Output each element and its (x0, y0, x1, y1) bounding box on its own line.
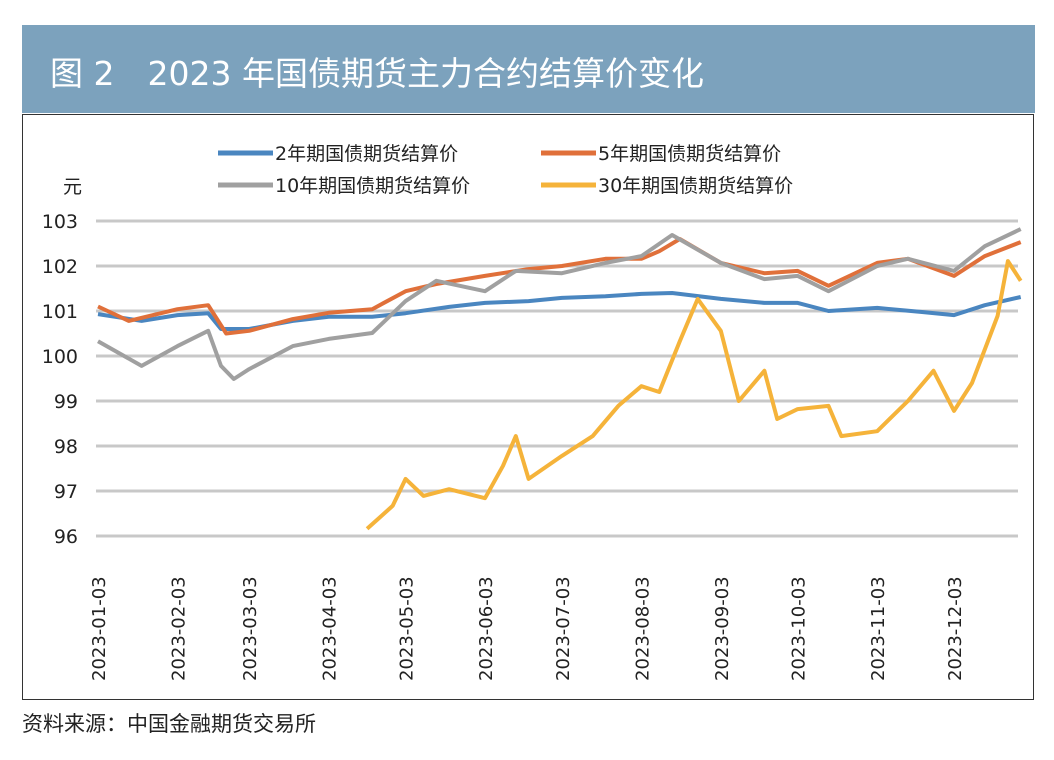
legend-label: 10年期国债期货结算价 (275, 175, 470, 197)
legend-label: 30年期国债期货结算价 (598, 175, 793, 197)
series-line-2 (97, 237, 1022, 336)
x-tick-label: 2023-08-03 (632, 576, 653, 681)
x-tick-label: 2023-10-03 (789, 576, 810, 681)
series-line-3 (97, 227, 1022, 381)
y-tick-label: 100 (42, 346, 78, 368)
x-tick-label: 2023-04-03 (320, 576, 341, 681)
x-tick-label: 2023-07-03 (553, 576, 574, 681)
legend-label: 2年期国债期货结算价 (275, 143, 458, 165)
y-axis-label: 元 (63, 176, 82, 198)
legend-label: 5年期国债期货结算价 (598, 143, 781, 165)
y-tick-label: 102 (42, 256, 78, 278)
y-tick-label: 99 (54, 391, 78, 413)
y-tick-label: 101 (42, 301, 78, 323)
x-tick-label: 2023-03-03 (240, 576, 261, 681)
x-tick-label: 2023-05-03 (397, 576, 418, 681)
figure-title: 图 2 2023 年国债期货主力合约结算价变化 (50, 54, 704, 93)
line-chart: 96 97 98 99 100 101 102 103 元 2023-01-03 2023-02-0… (42, 143, 1023, 681)
source-note: 资料来源：中国金融期货交易所 (22, 712, 316, 736)
y-tick-label: 96 (54, 526, 78, 548)
x-tick-label: 2023-12-03 (945, 576, 966, 681)
x-tick-label: 2023-02-03 (168, 576, 189, 681)
x-tick-label: 2023-09-03 (712, 576, 733, 681)
x-tick-label: 2023-11-03 (868, 576, 889, 681)
y-tick-label: 98 (54, 436, 78, 458)
chart-frame: 96 97 98 99 100 101 102 103 元 2023-01-03 2023-02-0… (22, 114, 1034, 700)
y-tick-label: 103 (42, 211, 78, 233)
title-bar: 图 2 2023 年国债期货主力合约结算价变化 (22, 25, 1035, 113)
x-tick-label: 2023-06-03 (476, 576, 497, 681)
series-line-4 (365, 259, 1023, 531)
x-tick-label: 2023-01-03 (89, 576, 110, 681)
y-tick-label: 97 (54, 481, 78, 503)
